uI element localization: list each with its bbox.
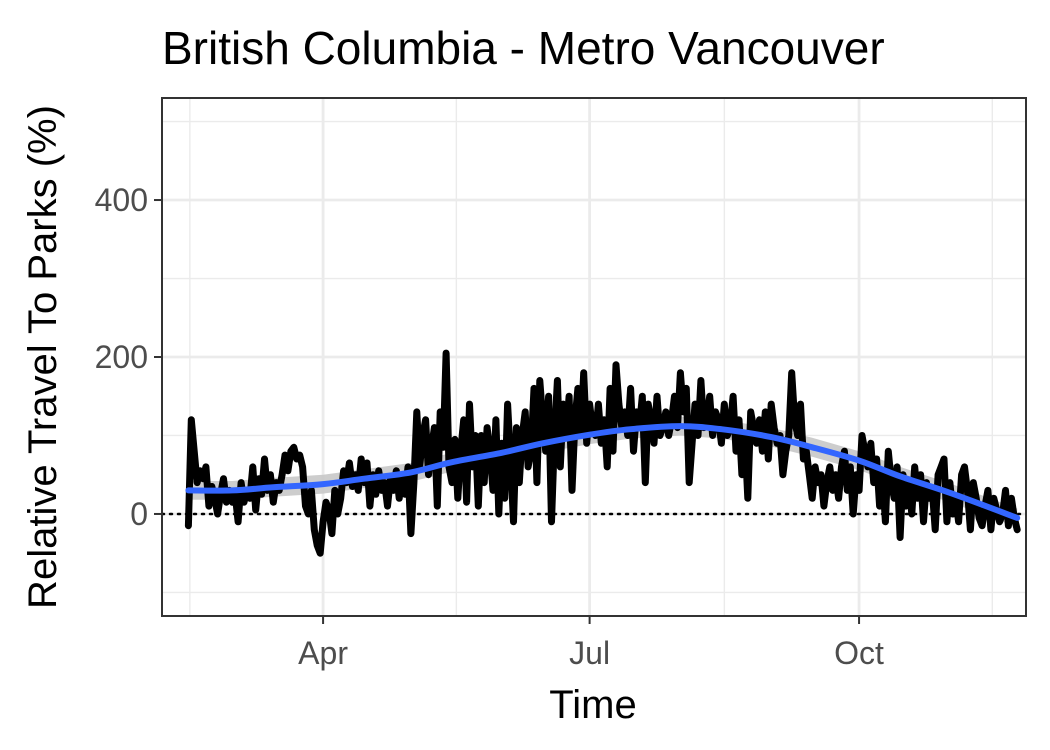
y-axis-ticks: 0 200 400	[95, 182, 162, 532]
y-tick-label: 400	[95, 182, 148, 218]
x-axis-ticks: Apr Jul Oct	[298, 616, 884, 671]
y-tick-label: 0	[130, 496, 148, 532]
x-tick-label: Apr	[298, 635, 348, 671]
y-axis-label: Relative Travel To Parks (%)	[21, 105, 65, 609]
x-axis-label: Time	[549, 683, 636, 727]
smooth-series	[185, 423, 1021, 521]
y-tick-label: 200	[95, 339, 148, 375]
chart-title: British Columbia - Metro Vancouver	[162, 22, 885, 74]
x-tick-label: Oct	[834, 635, 884, 671]
x-tick-label: Jul	[569, 635, 610, 671]
smooth-line	[185, 423, 1021, 521]
